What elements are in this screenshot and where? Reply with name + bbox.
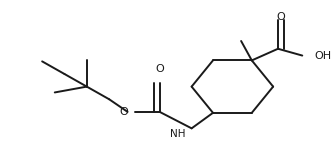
Text: NH: NH xyxy=(170,129,186,139)
Text: O: O xyxy=(120,107,129,117)
Text: O: O xyxy=(277,12,285,22)
Text: O: O xyxy=(155,64,164,74)
Text: OH: OH xyxy=(314,51,331,61)
